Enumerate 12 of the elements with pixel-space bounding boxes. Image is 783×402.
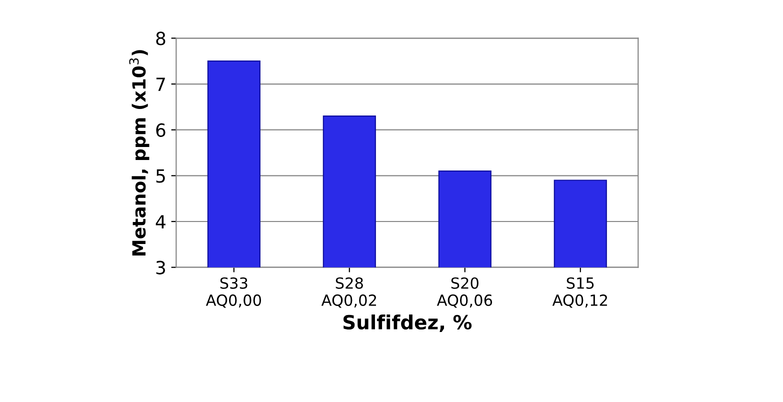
y-axis-title: Metanol, ppm (x10$^{3}$) <box>129 50 150 256</box>
x-axis-title: Sulfifdez, % <box>343 314 472 332</box>
y-tick-label: 4 <box>156 215 166 228</box>
y-tick-label: 7 <box>156 78 165 91</box>
y-tick-label: 6 <box>156 123 166 137</box>
x-tick-label: S15 AQ0,12 <box>552 277 607 308</box>
x-tick-label: S33 AQ0,00 <box>206 277 262 308</box>
y-tick-label: 5 <box>156 169 165 183</box>
y-tick-label: 3 <box>156 260 166 274</box>
y-tick-label: 8 <box>156 32 166 46</box>
x-tick-label: S28 AQ0,02 <box>321 277 376 308</box>
x-tick-label: S20 AQ0,06 <box>436 277 492 308</box>
